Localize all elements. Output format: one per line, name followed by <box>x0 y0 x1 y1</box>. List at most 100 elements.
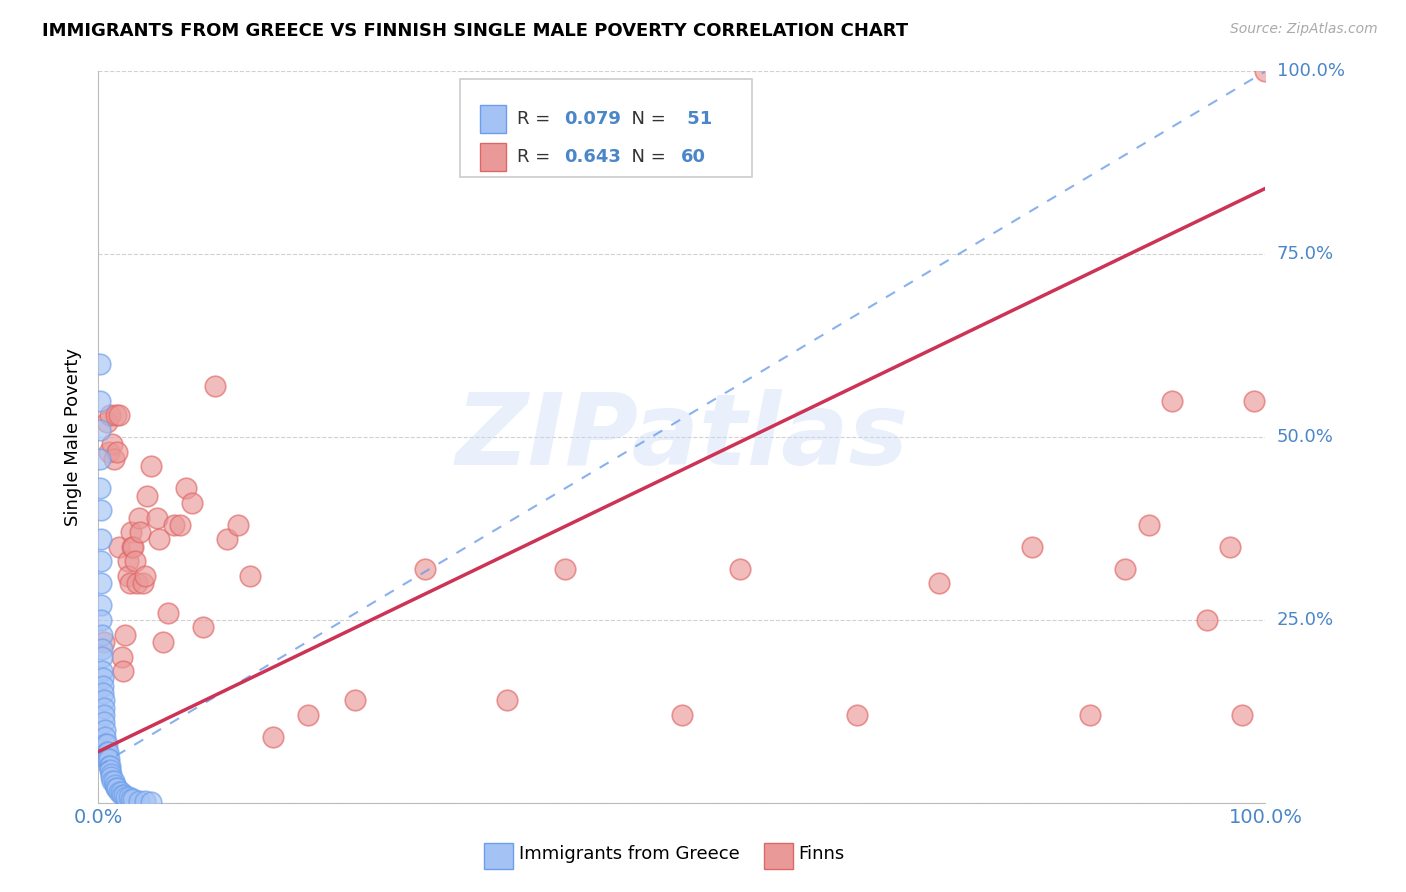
Point <box>554 562 576 576</box>
Point <box>89 357 111 371</box>
Point <box>93 700 115 714</box>
Point <box>118 789 141 804</box>
Text: 100.0%: 100.0% <box>1277 62 1344 80</box>
Point <box>157 606 180 620</box>
Text: 25.0%: 25.0% <box>1277 611 1334 629</box>
Point <box>90 503 112 517</box>
Point <box>128 794 150 808</box>
Text: N =: N = <box>620 148 672 166</box>
Point <box>101 773 124 788</box>
Point <box>174 481 197 495</box>
Point <box>98 759 121 773</box>
Point <box>91 672 114 686</box>
Point <box>163 517 186 532</box>
Point <box>413 562 436 576</box>
Point <box>120 525 142 540</box>
Text: 75.0%: 75.0% <box>1277 245 1334 263</box>
Point <box>89 481 111 495</box>
Point <box>180 496 202 510</box>
Point <box>122 792 145 806</box>
Point <box>105 444 128 458</box>
FancyBboxPatch shape <box>479 105 506 133</box>
Point <box>124 554 146 568</box>
Point <box>1114 562 1136 576</box>
Point <box>117 554 139 568</box>
Point <box>134 569 156 583</box>
Point <box>928 576 950 591</box>
Text: Source: ZipAtlas.com: Source: ZipAtlas.com <box>1230 22 1378 37</box>
Point <box>90 664 112 678</box>
Point <box>94 737 117 751</box>
Point <box>93 693 115 707</box>
Point <box>89 423 111 437</box>
Point <box>139 459 162 474</box>
Point <box>152 635 174 649</box>
Point <box>1254 64 1277 78</box>
Text: 0.079: 0.079 <box>564 110 621 128</box>
Point <box>90 599 112 613</box>
FancyBboxPatch shape <box>460 78 752 178</box>
Point <box>169 517 191 532</box>
Point <box>90 642 112 657</box>
Point <box>148 533 170 547</box>
Point <box>136 489 159 503</box>
Point <box>114 627 136 641</box>
Point <box>129 525 152 540</box>
Point <box>204 379 226 393</box>
Point <box>228 517 250 532</box>
Point <box>104 781 127 796</box>
Point <box>1080 708 1102 723</box>
Point <box>1219 540 1241 554</box>
Text: R =: R = <box>517 110 557 128</box>
Text: Finns: Finns <box>799 845 845 863</box>
Point <box>104 408 127 422</box>
Point <box>239 569 262 583</box>
Point <box>215 533 238 547</box>
Point <box>122 540 145 554</box>
Point <box>90 533 112 547</box>
Point <box>108 540 131 554</box>
Text: Immigrants from Greece: Immigrants from Greece <box>519 845 740 863</box>
Text: 50.0%: 50.0% <box>1277 428 1333 446</box>
Text: R =: R = <box>517 148 557 166</box>
Point <box>94 723 117 737</box>
Point <box>344 693 367 707</box>
Point <box>96 745 118 759</box>
Point <box>121 540 143 554</box>
Point <box>120 792 142 806</box>
Point <box>1243 393 1265 408</box>
Point <box>103 773 125 788</box>
Text: 0.643: 0.643 <box>564 148 621 166</box>
Point <box>193 620 215 634</box>
Point <box>108 408 131 422</box>
Point <box>104 778 127 792</box>
Point <box>112 789 135 803</box>
Point <box>89 393 111 408</box>
Point <box>146 510 169 524</box>
Text: ZIPatlas: ZIPatlas <box>456 389 908 485</box>
Point <box>93 708 115 723</box>
Point <box>100 770 122 784</box>
Point <box>97 759 120 773</box>
Point <box>94 730 117 744</box>
Point <box>105 781 128 796</box>
Point <box>91 679 114 693</box>
Point <box>93 635 115 649</box>
Point <box>262 730 284 744</box>
Point <box>730 562 752 576</box>
Point <box>111 664 134 678</box>
Point <box>671 708 693 723</box>
Point <box>89 452 111 467</box>
Point <box>96 416 118 430</box>
Point <box>100 766 122 780</box>
FancyBboxPatch shape <box>479 144 506 171</box>
Point <box>97 745 120 759</box>
Point <box>90 554 112 568</box>
Point <box>108 785 131 799</box>
Point <box>103 452 125 467</box>
Point <box>91 686 114 700</box>
Point <box>1137 517 1160 532</box>
Point <box>1195 613 1218 627</box>
Point <box>97 752 120 766</box>
Point <box>98 408 121 422</box>
